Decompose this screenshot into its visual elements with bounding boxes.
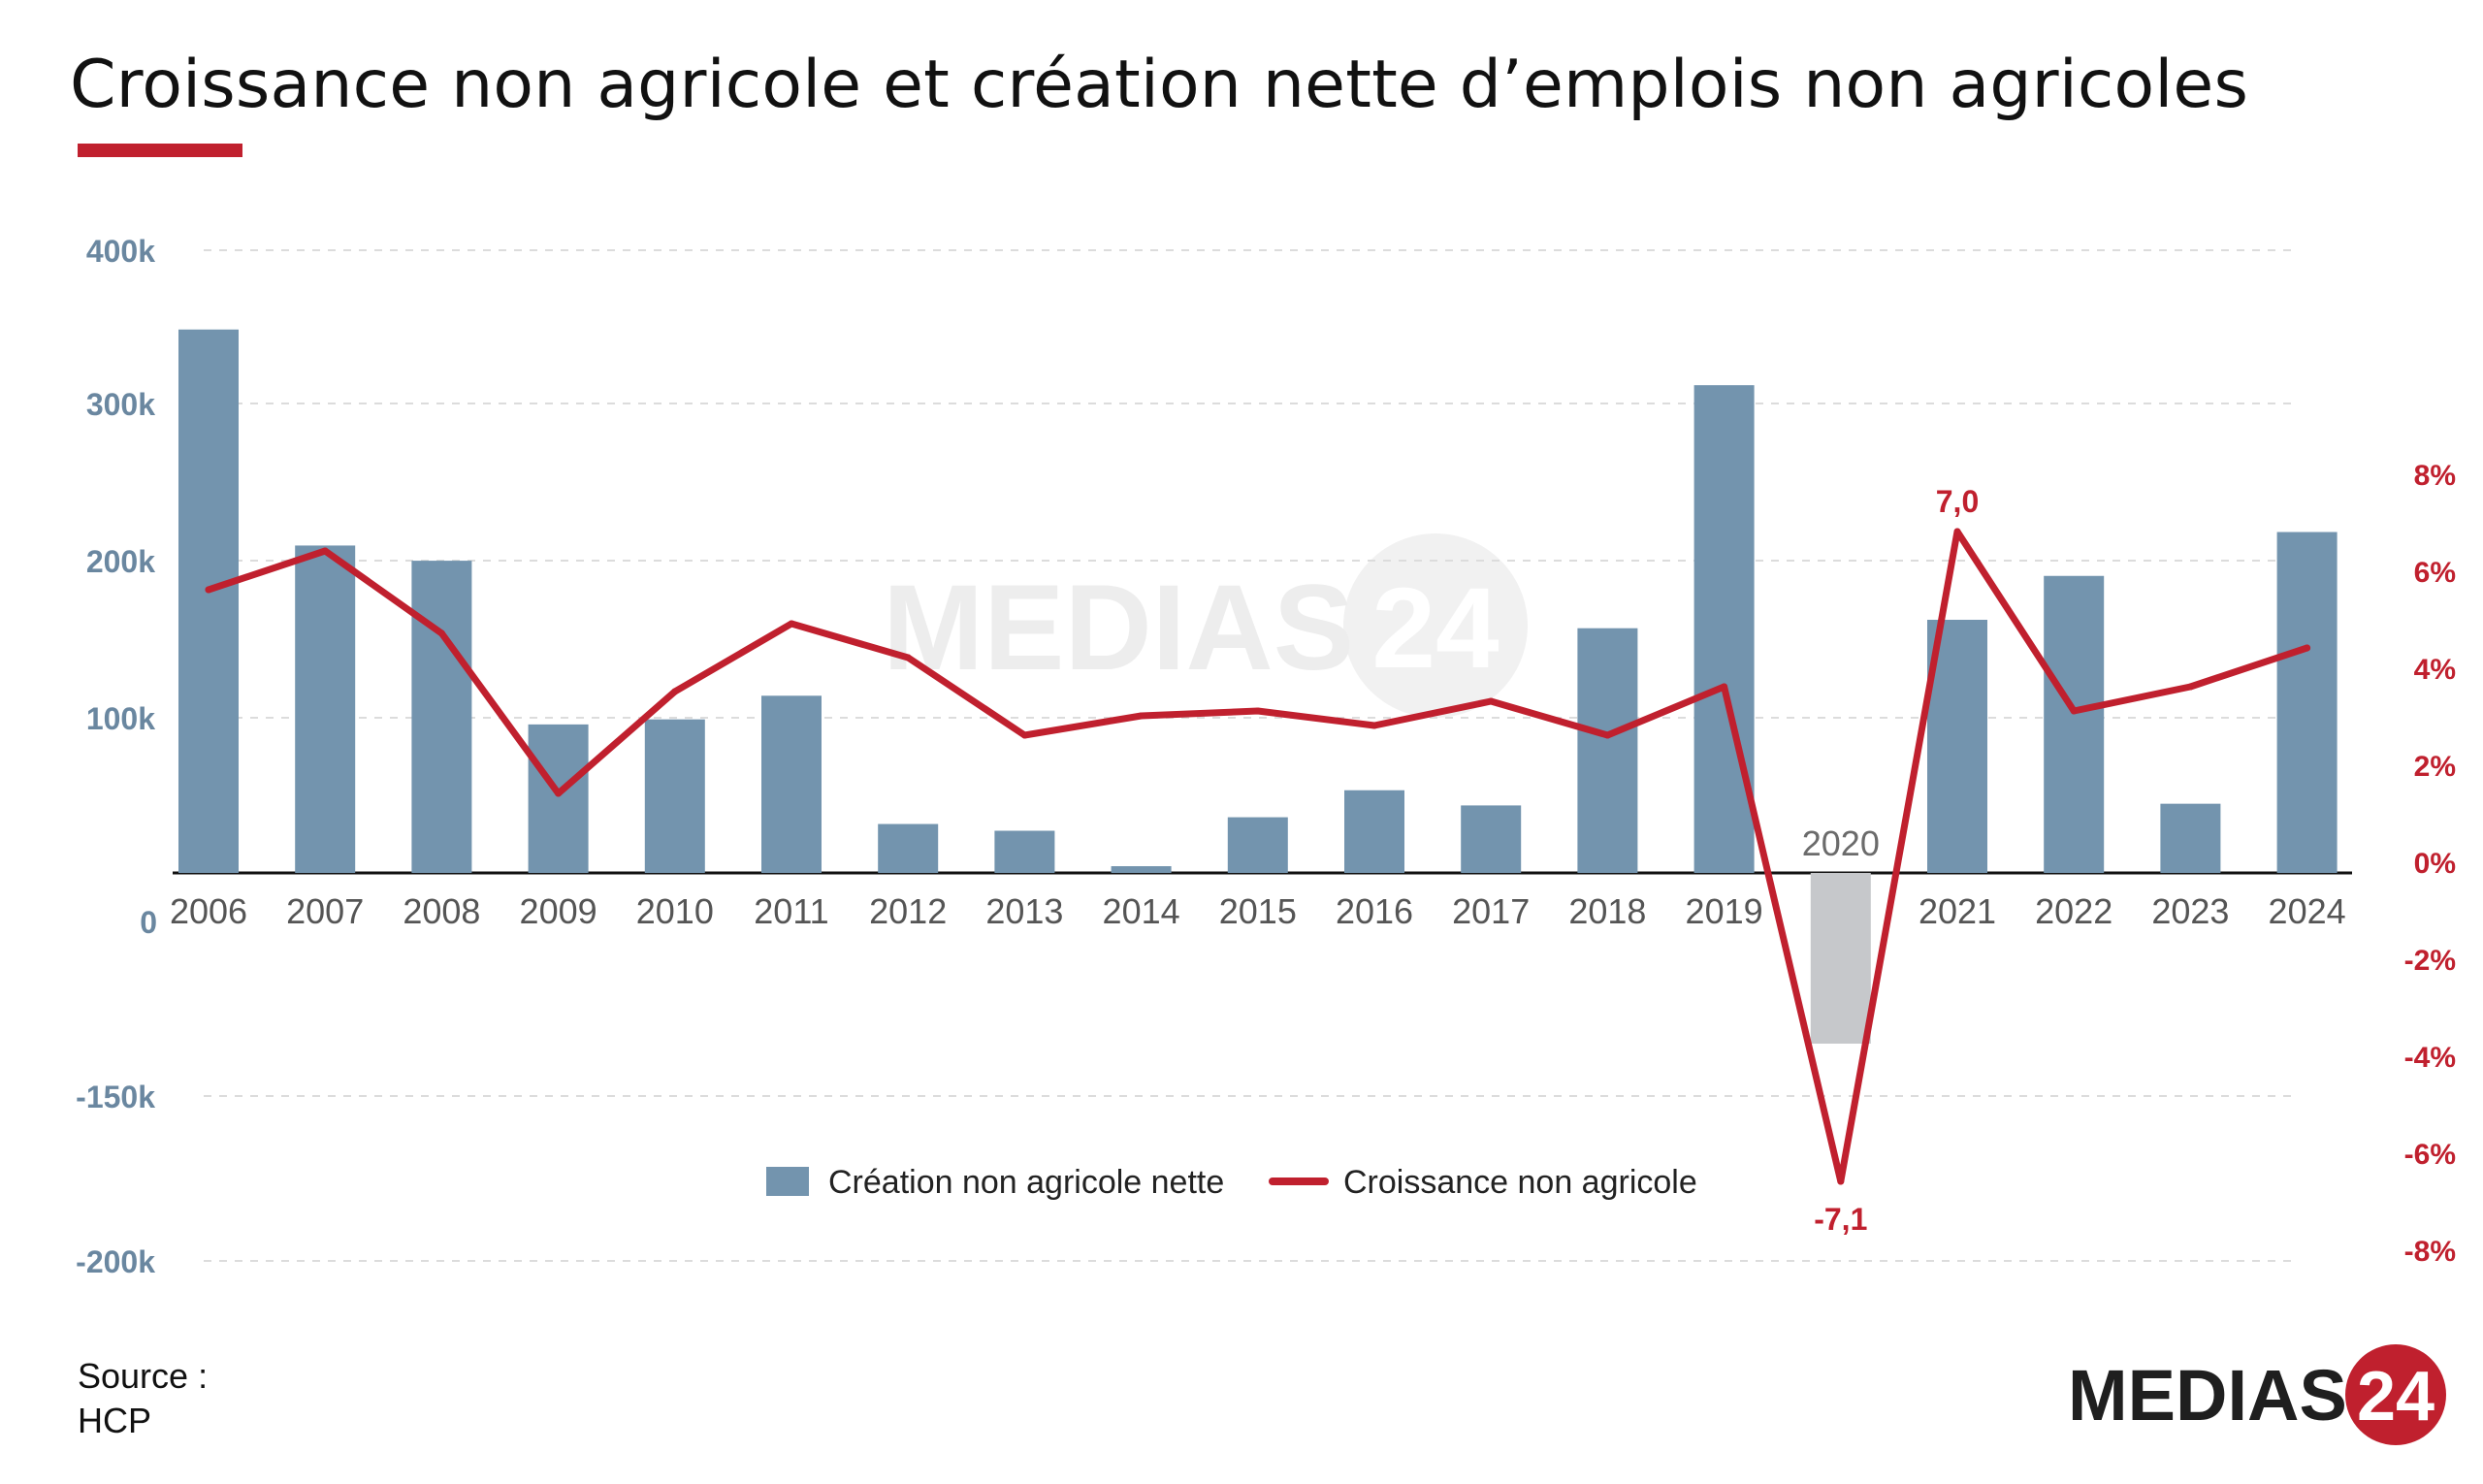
- legend-label-line: Croissance non agricole: [1343, 1164, 1697, 1201]
- line-point-2015: [1254, 707, 1262, 715]
- category-label-2008: 2008: [403, 891, 480, 931]
- category-label-2006: 2006: [170, 891, 247, 931]
- logo-circle: [2345, 1344, 2446, 1445]
- line-point-2009: [555, 790, 563, 797]
- bar-2013: [994, 830, 1055, 873]
- bar-2016: [1344, 790, 1404, 873]
- watermark: MEDIAS 24: [883, 533, 1528, 718]
- annotations: 7,0 -7,1: [1814, 484, 1979, 1237]
- category-label-2013: 2013: [985, 891, 1063, 931]
- category-label-2010: 2010: [636, 891, 714, 931]
- watermark-number: 24: [1371, 565, 1499, 693]
- line-point-2024: [2304, 644, 2311, 652]
- right-axis-tick: -6%: [2404, 1139, 2456, 1171]
- line-series: [205, 528, 2311, 1185]
- line-point-2021: [1953, 528, 1961, 535]
- line-point-2022: [2070, 707, 2078, 715]
- left-axis: 400k 300k 200k 100k 0 -150k -200k: [76, 234, 157, 1279]
- right-axis-tick: 0%: [2414, 848, 2456, 880]
- category-labels: 2006 2007 2008 2009 2010 2011 2012 2013 2014 2015…: [170, 823, 2346, 931]
- right-axis-tick: 8%: [2414, 460, 2456, 492]
- right-axis-tick: 4%: [2414, 654, 2456, 686]
- source-name: HCP: [78, 1401, 152, 1440]
- watermark-text: MEDIAS: [883, 561, 1354, 695]
- bar-2015: [1227, 817, 1288, 873]
- line-point-2018: [1603, 731, 1611, 739]
- category-label-2014: 2014: [1103, 891, 1180, 931]
- left-axis-tick: 200k: [86, 544, 155, 579]
- line-point-2019: [1721, 683, 1728, 691]
- category-label-2007: 2007: [286, 891, 364, 931]
- bar-2024: [2276, 532, 2338, 873]
- category-label-2018: 2018: [1568, 891, 1646, 931]
- category-label-2015: 2015: [1219, 891, 1297, 931]
- bar-series: [178, 329, 2338, 1044]
- bar-2020: [1810, 873, 1871, 1044]
- left-axis-tick: 400k: [86, 234, 155, 269]
- logo-number: 24: [2357, 1358, 2435, 1436]
- line-point-2017: [1487, 697, 1495, 705]
- legend: Création non agricole nette Croissance no…: [766, 1164, 1697, 1201]
- legend-label-bar: Création non agricole nette: [828, 1164, 1224, 1201]
- chart-title: Croissance non agricole et création nett…: [70, 47, 2249, 123]
- line-point-2006: [205, 586, 212, 594]
- bar-2022: [2044, 575, 2105, 873]
- line-point-2016: [1370, 722, 1378, 729]
- line-point-2023: [2186, 683, 2194, 691]
- category-label-2012: 2012: [869, 891, 947, 931]
- category-label-2009: 2009: [520, 891, 597, 931]
- right-axis-tick: 2%: [2414, 751, 2456, 783]
- line-point-2012: [904, 654, 912, 661]
- bar-2007: [295, 545, 356, 873]
- left-axis-tick: 300k: [86, 387, 155, 422]
- line-point-2014: [1138, 712, 1145, 720]
- line-point-2020: [1837, 1178, 1845, 1185]
- bar-2017: [1461, 805, 1522, 873]
- category-label-2016: 2016: [1336, 891, 1413, 931]
- line-point-2010: [671, 688, 679, 695]
- logo-text: MEDIAS: [2068, 1355, 2347, 1436]
- source-note: Source : HCP: [78, 1354, 208, 1443]
- bar-2018: [1577, 628, 1638, 873]
- category-label-2017: 2017: [1452, 891, 1530, 931]
- bar-2011: [761, 695, 822, 873]
- watermark-circle: [1343, 533, 1528, 718]
- annotation-2020: -7,1: [1814, 1202, 1867, 1237]
- bar-2009: [528, 724, 589, 873]
- line-point-2007: [321, 547, 329, 555]
- category-label-2011: 2011: [754, 891, 828, 931]
- bar-2019: [1693, 385, 1755, 873]
- left-axis-tick: 100k: [86, 701, 155, 736]
- bar-2023: [2160, 803, 2221, 873]
- bar-2014: [1111, 866, 1172, 873]
- right-axis-tick: 6%: [2414, 557, 2456, 589]
- source-label: Source :: [78, 1356, 209, 1396]
- category-label-2024: 2024: [2269, 891, 2346, 931]
- bar-2008: [411, 561, 472, 873]
- category-label-2021: 2021: [1919, 891, 1996, 931]
- category-label-2023: 2023: [2151, 891, 2229, 931]
- category-label-2020: 2020: [1802, 823, 1880, 863]
- right-axis: 8% 6% 4% 2% 0% -2% -4% -6% -8%: [2404, 460, 2456, 1268]
- legend-swatch-bar: [766, 1167, 809, 1196]
- title-underline: [78, 144, 242, 157]
- right-axis-tick: -8%: [2404, 1236, 2456, 1268]
- left-axis-tick: -150k: [76, 1080, 155, 1114]
- medias24-logo: MEDIAS 24: [2068, 1344, 2446, 1445]
- left-axis-tick: -200k: [76, 1244, 155, 1279]
- bar-2012: [878, 823, 939, 873]
- annotation-2021: 7,0: [1936, 484, 1979, 519]
- right-axis-tick: -4%: [2404, 1042, 2456, 1074]
- line-point-2013: [1020, 731, 1028, 739]
- left-axis-tick: 0: [140, 905, 157, 940]
- category-label-2022: 2022: [2035, 891, 2112, 931]
- line-point-2011: [788, 620, 795, 628]
- category-label-2019: 2019: [1686, 891, 1763, 931]
- gridlines: [173, 249, 2352, 1262]
- bar-2006: [178, 329, 239, 874]
- right-axis-tick: -2%: [2404, 945, 2456, 977]
- line-point-2008: [437, 629, 445, 637]
- bar-2010: [644, 719, 705, 873]
